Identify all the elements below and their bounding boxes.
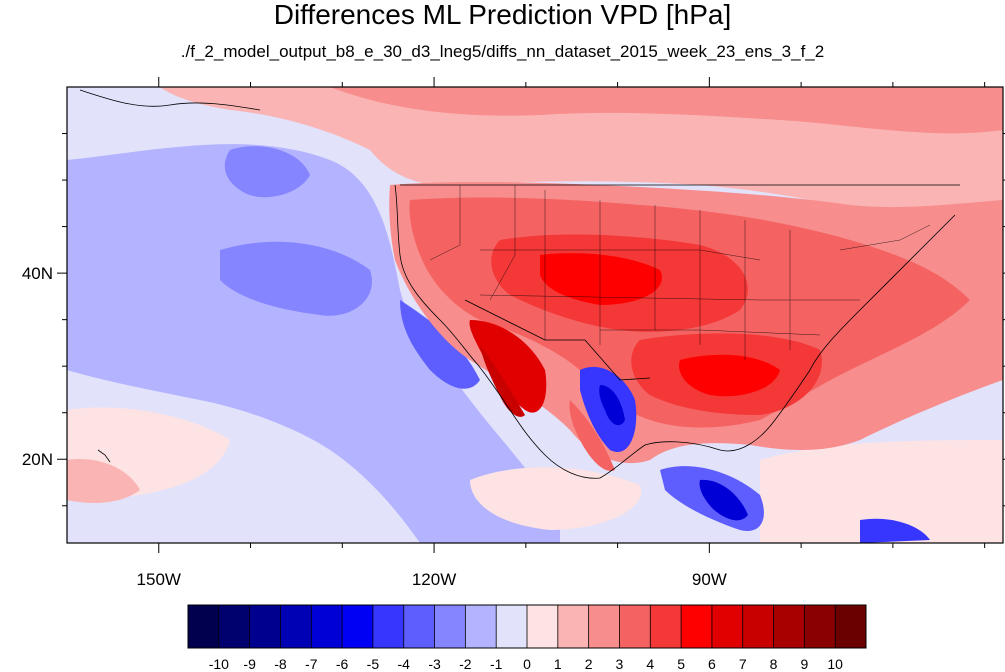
negative-patch <box>220 241 372 316</box>
map-axis-ticks: 150W 120W 90W 40N 20N <box>22 77 1005 589</box>
strong-positive-region <box>540 253 662 305</box>
colorbar-label: -10 <box>209 656 229 672</box>
colorbar-box <box>496 605 528 648</box>
positive-region-north <box>330 87 1003 134</box>
negative-patch-central-america <box>699 479 748 521</box>
colorbar-label: 1 <box>554 656 562 672</box>
colorbar-label: 0 <box>523 656 531 672</box>
colorbar-box <box>681 605 713 648</box>
state-border <box>480 249 761 261</box>
colorbar-label: 2 <box>585 656 593 672</box>
coastlines <box>79 89 960 479</box>
colorbar-box <box>588 605 620 648</box>
colorbar-box <box>835 605 867 648</box>
colorbar: -10 -9 -8 -7 -6 -5 -4 -3 -2 -1 0 1 2 3 4 5 6 7 8 9 10 <box>187 604 867 672</box>
state-border <box>600 329 821 336</box>
state-border <box>429 185 461 261</box>
state-border <box>479 294 860 301</box>
colorbar-box <box>742 605 774 648</box>
colorbar-box <box>619 605 651 648</box>
border-us-mexico <box>464 299 651 381</box>
strong-positive-region <box>469 320 547 413</box>
colorbar-box <box>218 605 250 648</box>
positive-patch <box>760 440 1003 543</box>
colorbar-box <box>311 605 343 648</box>
colorbar-box <box>342 605 374 648</box>
colorbar-label: -9 <box>243 656 256 672</box>
strong-positive-region <box>480 345 525 417</box>
colorbar-label: -2 <box>459 656 472 672</box>
colorbar-label: -3 <box>428 656 441 672</box>
x-tick-label: 90W <box>692 570 727 589</box>
positive-region-north <box>160 87 1003 232</box>
positive-patch <box>569 400 615 471</box>
state-border <box>489 185 516 301</box>
colorbar-label: -8 <box>274 656 287 672</box>
map-frame <box>66 86 1004 544</box>
map-field <box>67 87 1003 543</box>
state-border <box>839 224 931 251</box>
negative-patch <box>400 300 480 389</box>
colorbar-box <box>372 605 405 648</box>
positive-patch <box>470 467 642 530</box>
colorbar-box <box>249 605 281 648</box>
colorbar-label: 6 <box>708 656 716 672</box>
chart-title: Differences ML Prediction VPD [hPa] <box>273 0 732 30</box>
colorbar-label: -6 <box>336 656 349 672</box>
colorbar-label: -4 <box>398 656 411 672</box>
colorbar-box <box>773 605 805 648</box>
colorbar-box <box>650 605 682 648</box>
colorbar-box <box>711 605 744 648</box>
y-tick-label: 20N <box>22 450 53 469</box>
colorbar-frame <box>187 604 867 649</box>
chart-subtitle: ./f_2_model_output_b8_e_30_d3_lneg5/diff… <box>180 42 825 61</box>
coastline-hawaii <box>97 449 111 463</box>
negative-patch <box>224 146 310 198</box>
colorbar-label: 5 <box>677 656 685 672</box>
state-borders <box>429 185 931 360</box>
colorbar-label: 10 <box>827 656 843 672</box>
coastline <box>394 184 956 479</box>
colorbar-label: 8 <box>770 656 778 672</box>
x-tick-label: 120W <box>412 570 456 589</box>
colorbar-label: 3 <box>616 656 624 672</box>
negative-patch-mexico <box>599 385 625 426</box>
negative-patch <box>860 518 930 543</box>
x-tick-label: 150W <box>137 570 181 589</box>
colorbar-box <box>527 605 559 648</box>
colorbar-box <box>188 605 220 648</box>
colorbar-label: 9 <box>800 656 808 672</box>
negative-patch <box>67 249 150 330</box>
colorbar-box <box>403 605 435 648</box>
colorbar-label: -7 <box>305 656 318 672</box>
colorbar-label: 7 <box>739 656 747 672</box>
strong-positive-region <box>679 354 780 397</box>
negative-ocean-region <box>67 144 560 543</box>
colorbar-label: -5 <box>367 656 380 672</box>
positive-patch <box>67 459 140 503</box>
colorbar-box <box>804 605 836 648</box>
coastline-alaska <box>79 89 261 111</box>
colorbar-box <box>465 605 497 648</box>
colorbar-box <box>434 605 466 648</box>
colorbar-box <box>280 605 312 648</box>
colorbar-box <box>557 605 589 648</box>
y-tick-label: 40N <box>22 264 53 283</box>
colorbar-label: 4 <box>646 656 654 672</box>
colorbar-label: -1 <box>490 656 503 672</box>
